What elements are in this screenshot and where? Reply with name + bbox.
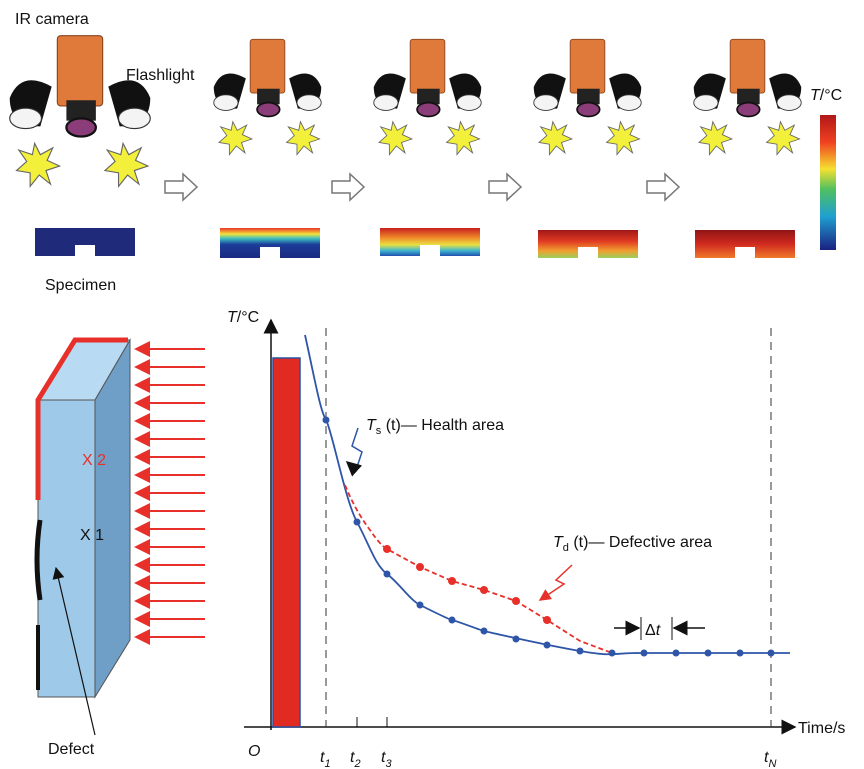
specimen	[695, 230, 795, 258]
specimen	[538, 230, 638, 258]
rig	[10, 36, 151, 187]
rig	[694, 39, 801, 154]
health-label: Ts (t)— Health area	[366, 417, 504, 437]
x1-label: X 1	[80, 527, 104, 544]
rig	[214, 39, 321, 154]
colorbar	[820, 115, 836, 250]
rig	[374, 39, 481, 154]
rig	[534, 39, 641, 154]
x2-label: X 2	[82, 452, 106, 469]
step-arrow	[165, 174, 197, 200]
desc: — Health area	[401, 417, 504, 434]
specimen	[35, 228, 135, 256]
origin-label: O	[248, 743, 260, 760]
tick-label: t3	[381, 749, 392, 769]
tick-label: t1	[320, 749, 331, 769]
y-axis-label: T/°C	[227, 309, 259, 326]
arg: (t)	[381, 417, 401, 434]
sub: 2	[353, 758, 360, 769]
specimen	[220, 228, 320, 258]
tick-label: t2	[350, 749, 361, 769]
delta-var: t	[656, 622, 661, 639]
desc: — Defective area	[588, 534, 712, 551]
delta-symbol: Δ	[645, 622, 656, 639]
defective-label: Td (t)— Defective area	[553, 534, 712, 554]
diagram: IR camera Flashlight Specimen T/°C X 2 X…	[0, 0, 864, 769]
top-panel: IR camera Flashlight Specimen T/°C	[10, 11, 842, 294]
step-arrow	[332, 174, 364, 200]
step-arrow	[489, 174, 521, 200]
camera-label: IR camera	[15, 11, 89, 28]
specimen	[380, 228, 480, 256]
tick-label: tN	[764, 749, 776, 769]
sub: N	[768, 758, 776, 769]
defect-label: Defect	[48, 741, 95, 758]
sub: 1	[324, 758, 330, 769]
block: X 2 X 1 Defect	[37, 340, 205, 758]
sub: 3	[385, 758, 392, 769]
flash-label: Flashlight	[126, 67, 195, 84]
unit: /°C	[820, 87, 842, 104]
heat-arrows	[136, 349, 205, 637]
colorbar-label: T/°C	[810, 87, 842, 104]
unit: /°C	[237, 309, 259, 326]
delta-label: Δt	[645, 622, 661, 639]
x-axis-label: Time/s	[798, 720, 845, 737]
step-arrow	[647, 174, 679, 200]
cooling-sketch: Δt T/°C Time/s O t1 t2 t3 tN Ts (t)— Hea…	[227, 309, 845, 769]
arg: (t)	[569, 534, 589, 551]
specimen-label: Specimen	[45, 277, 116, 294]
